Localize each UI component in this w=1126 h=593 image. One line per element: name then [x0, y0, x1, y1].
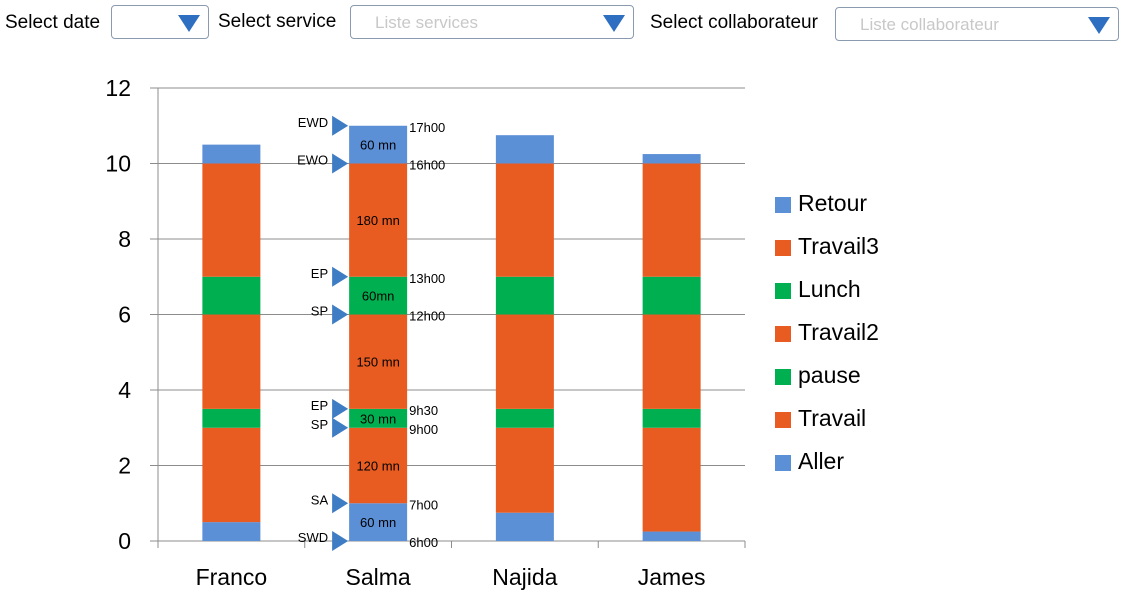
segment-duration-label: 60mn [362, 289, 395, 304]
y-tick-label: 12 [105, 75, 131, 101]
select-collaborateur-label: Select collaborateur [650, 12, 818, 33]
x-tick-label: James [638, 564, 706, 590]
date-dropdown[interactable] [111, 5, 209, 39]
bar-segment-lunch [642, 276, 701, 315]
marker-time-label: 9h30 [409, 403, 438, 418]
chevron-down-icon [178, 15, 200, 32]
bar-segment-travail3 [349, 163, 408, 277]
bar-segment-retour [642, 154, 701, 164]
y-tick-label: 10 [105, 151, 131, 177]
bar-segment-travail2 [349, 314, 408, 409]
marker-time-label: 16h00 [409, 158, 445, 173]
segment-duration-label: 60 mn [360, 515, 396, 530]
bar-segment-aller [349, 503, 408, 541]
bar-segment-travail3 [642, 163, 701, 277]
y-tick-label: 4 [118, 377, 131, 403]
bar-segment-pause [202, 408, 261, 428]
marker-arrow-icon [332, 304, 349, 325]
marker-code-label: EWD [298, 115, 328, 130]
x-tick-label: Najida [492, 564, 557, 590]
marker-code-label: EP [311, 266, 328, 281]
legend-swatch [775, 455, 791, 471]
marker-time-label: 12h00 [409, 309, 445, 324]
bar-segment-aller [202, 522, 261, 541]
y-tick-label: 2 [118, 453, 131, 479]
legend-label: pause [798, 362, 861, 388]
y-tick-label: 8 [118, 226, 131, 252]
bar-segment-retour [495, 135, 554, 164]
legend-label: Travail2 [798, 319, 879, 345]
bar-segment-lunch [202, 276, 261, 315]
marker-code-label: SA [311, 492, 329, 507]
x-tick-label: Franco [196, 564, 268, 590]
bar-segment-travail2 [495, 314, 554, 409]
bar-segment-aller [642, 531, 701, 541]
select-date-label: Select date [5, 12, 101, 33]
service-dropdown[interactable]: Liste services [350, 5, 634, 39]
marker-arrow-icon [332, 266, 349, 287]
legend-swatch [775, 326, 791, 342]
legend-swatch [775, 283, 791, 299]
bar-segment-pause [642, 408, 701, 428]
legend-label: Aller [798, 448, 845, 474]
marker-arrow-icon [332, 493, 349, 514]
marker-time-label: 13h00 [409, 271, 445, 286]
y-tick-label: 6 [118, 302, 131, 328]
legend-swatch [775, 369, 791, 385]
bar-segment-retour [202, 144, 261, 164]
bar-segment-travail2 [202, 314, 261, 409]
chevron-down-icon [1088, 17, 1110, 34]
legend-swatch [775, 412, 791, 428]
y-tick-label: 0 [118, 528, 131, 554]
marker-arrow-icon [332, 417, 349, 438]
chevron-down-icon [603, 15, 625, 32]
legend-swatch [775, 240, 791, 256]
marker-arrow-icon [332, 153, 349, 174]
segment-duration-label: 180 mn [356, 213, 399, 228]
bar-segment-lunch [349, 276, 408, 315]
segment-duration-label: 120 mn [356, 459, 399, 474]
bar-segment-travail2 [642, 314, 701, 409]
segment-duration-label: 30 mn [360, 411, 396, 426]
bar-segment-aller [495, 512, 554, 541]
marker-arrow-icon [332, 531, 349, 551]
marker-time-label: 6h00 [409, 535, 438, 550]
collaborateur-dropdown-placeholder: Liste collaborateur [860, 15, 999, 34]
bar-segment-pause [495, 408, 554, 428]
segment-duration-label: 150 mn [356, 355, 399, 370]
legend-swatch [775, 197, 791, 213]
bar-segment-lunch [495, 276, 554, 315]
x-tick-label: Salma [346, 564, 411, 590]
marker-time-label: 17h00 [409, 120, 445, 135]
marker-code-label: EP [311, 398, 328, 413]
legend-label: Travail3 [798, 233, 879, 259]
legend-label: Retour [798, 190, 868, 216]
collaborateur-dropdown[interactable]: Liste collaborateur [835, 7, 1119, 41]
marker-code-label: SP [311, 417, 328, 432]
bar-segment-travail [642, 427, 701, 532]
marker-arrow-icon [332, 398, 349, 419]
legend-label: Travail [798, 405, 867, 431]
select-service-label: Select service [218, 11, 337, 32]
marker-code-label: EWO [297, 153, 328, 168]
marker-code-label: SWD [298, 530, 328, 545]
marker-code-label: SP [311, 304, 328, 319]
marker-arrow-icon [332, 115, 349, 136]
bar-segment-travail3 [202, 163, 261, 277]
bar-segment-travail [202, 427, 261, 523]
legend-label: Lunch [798, 276, 861, 302]
marker-time-label: 7h00 [409, 497, 438, 512]
bar-segment-pause [349, 408, 408, 428]
segment-duration-label: 60 mn [360, 138, 396, 153]
service-dropdown-placeholder: Liste services [375, 13, 478, 32]
marker-time-label: 9h00 [409, 422, 438, 437]
bar-segment-travail [495, 427, 554, 513]
bar-segment-travail [349, 427, 408, 504]
bar-segment-travail3 [495, 163, 554, 277]
bar-segment-retour [349, 125, 408, 164]
